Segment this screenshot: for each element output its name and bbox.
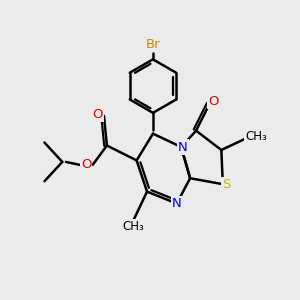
Text: O: O <box>208 95 218 108</box>
Text: CH₃: CH₃ <box>123 220 145 233</box>
Text: S: S <box>222 178 231 191</box>
Text: O: O <box>93 108 103 121</box>
Text: N: N <box>178 140 188 154</box>
Text: O: O <box>81 158 91 171</box>
Text: Br: Br <box>146 38 160 51</box>
Text: CH₃: CH₃ <box>245 130 267 143</box>
Text: N: N <box>172 197 182 210</box>
